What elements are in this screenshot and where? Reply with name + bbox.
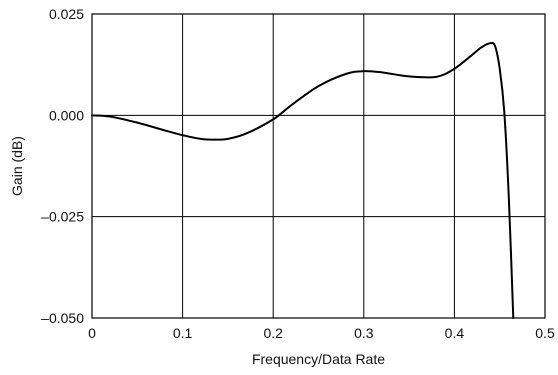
- x-tick-label: 0.5: [535, 325, 555, 341]
- series-layer: [91, 42, 515, 319]
- y-tick-label: 0.000: [49, 107, 84, 123]
- y-axis-label: Gain (dB): [9, 136, 25, 196]
- x-axis-label: Frequency/Data Rate: [252, 351, 385, 367]
- gain-series-line: [91, 42, 515, 319]
- x-tick-label: 0.4: [445, 325, 465, 341]
- y-tick-label: 0.025: [49, 6, 84, 22]
- x-tick-label: 0.3: [354, 325, 374, 341]
- grid-layer: [91, 13, 546, 319]
- x-tick-label: 0: [88, 325, 96, 341]
- axis-layer: 0 0.1 0.2 0.3 0.4 0.5 –0.050 –0.025 0.000 0.025: [41, 6, 555, 341]
- x-tick-label: 0.2: [263, 325, 283, 341]
- y-tick-label: –0.025: [41, 209, 84, 225]
- plot-frame: [91, 13, 546, 319]
- x-tick-label: 0.1: [173, 325, 193, 341]
- y-tick-label: –0.050: [41, 310, 84, 326]
